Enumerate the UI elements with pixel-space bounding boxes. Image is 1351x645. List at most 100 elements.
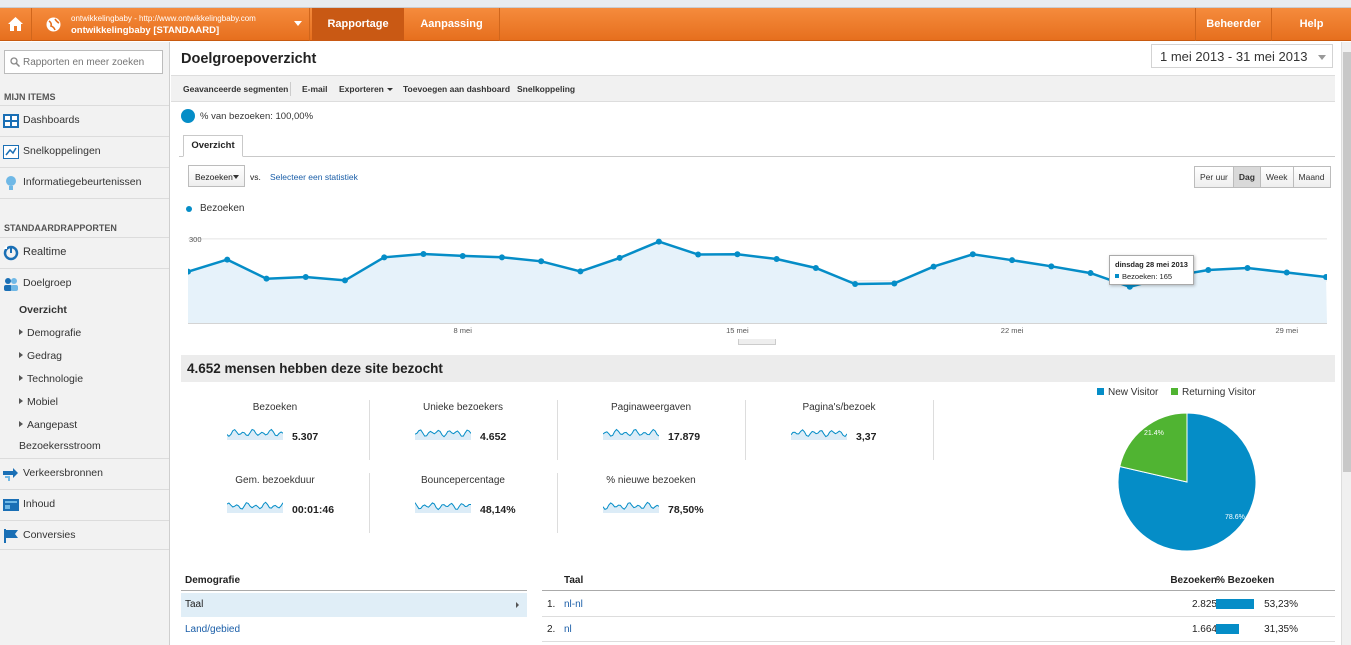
tooltip-date: dinsdag 28 mei 2013 bbox=[1115, 260, 1188, 269]
demografie-row-land[interactable]: Land/gebied bbox=[185, 624, 241, 635]
sidebar-item-dashboards[interactable]: Dashboards bbox=[0, 105, 169, 135]
col-taal[interactable]: Taal bbox=[564, 575, 584, 586]
sidebar-item-inhoud[interactable]: Inhoud bbox=[0, 489, 169, 519]
advanced-segments-button[interactable]: Geavanceerde segmenten bbox=[183, 84, 289, 94]
data-point[interactable] bbox=[1244, 265, 1251, 272]
row-language-link[interactable]: nl-nl bbox=[564, 599, 583, 610]
kpi-5[interactable]: Bouncepercentage 48,14% bbox=[369, 475, 557, 537]
home-button[interactable] bbox=[0, 8, 32, 41]
data-point[interactable] bbox=[655, 238, 662, 245]
kpi-value: 4.652 bbox=[480, 431, 507, 443]
beheerder-link[interactable]: Beheerder bbox=[1195, 8, 1271, 41]
data-point[interactable] bbox=[498, 254, 505, 261]
data-point[interactable] bbox=[302, 273, 309, 280]
data-point[interactable] bbox=[381, 254, 388, 261]
data-point[interactable] bbox=[538, 258, 545, 265]
traffic-arrows-icon bbox=[3, 468, 18, 481]
section-divider bbox=[0, 198, 169, 238]
add-to-dashboard-button[interactable]: Toevoegen aan dashboard bbox=[403, 84, 511, 94]
data-point[interactable] bbox=[1323, 273, 1327, 280]
sidebar-item-doelgroep[interactable]: Doelgroep bbox=[0, 268, 169, 458]
flag-icon bbox=[4, 529, 18, 543]
account-name: ontwikkelingbaby [STANDAARD] bbox=[71, 25, 220, 36]
sidebar-item-snelkoppelingen[interactable]: Snelkoppelingen bbox=[0, 136, 169, 166]
data-point[interactable] bbox=[1087, 270, 1094, 277]
data-point[interactable] bbox=[341, 277, 348, 284]
data-point[interactable] bbox=[420, 250, 427, 257]
data-point[interactable] bbox=[891, 280, 898, 287]
scrollbar-thumb[interactable] bbox=[1343, 52, 1351, 472]
data-point[interactable] bbox=[969, 251, 976, 258]
kpi-6[interactable]: % nieuwe bezoeken 78,50% bbox=[557, 475, 745, 537]
data-point[interactable] bbox=[773, 256, 780, 263]
chart-resize-handle[interactable] bbox=[738, 339, 776, 345]
sidebar-item-conversies[interactable]: Conversies bbox=[0, 520, 169, 550]
summary-text: 4.652 mensen hebben deze site bezocht bbox=[187, 361, 443, 376]
x-tick-label: 8 mei bbox=[454, 326, 473, 335]
help-link[interactable]: Help bbox=[1271, 8, 1351, 41]
tab-overzicht[interactable]: Overzicht bbox=[183, 135, 243, 157]
col-bezoeken[interactable]: Bezoeken bbox=[1170, 575, 1217, 586]
data-point[interactable] bbox=[1126, 283, 1133, 290]
demografie-row-taal[interactable]: Taal bbox=[181, 593, 527, 617]
data-point[interactable] bbox=[1009, 257, 1016, 264]
demografie-header: Demografie bbox=[181, 575, 527, 591]
data-point[interactable] bbox=[930, 263, 937, 270]
kpi-2[interactable]: Paginaweergaven 17.879 bbox=[557, 402, 745, 464]
data-point[interactable] bbox=[734, 251, 741, 258]
metric-select[interactable]: Bezoeken bbox=[188, 165, 245, 187]
period-per-uur[interactable]: Per uur bbox=[1195, 167, 1234, 187]
kpi-3[interactable]: Pagina's/bezoek 3,37 bbox=[745, 402, 933, 464]
pie-chart[interactable]: 78.6% 21.4% bbox=[1112, 407, 1262, 557]
sidebar-item-informatiegebeurtenissen[interactable]: Informatiegebeurtenissen bbox=[0, 167, 169, 197]
sidebar-item-verkeersbronnen[interactable]: Verkeersbronnen bbox=[0, 458, 169, 488]
chevron-down-icon bbox=[233, 175, 239, 179]
period-week[interactable]: Week bbox=[1260, 167, 1294, 187]
page-title: Doelgroepoverzicht bbox=[181, 51, 317, 67]
data-point[interactable] bbox=[188, 268, 191, 275]
tab-aanpassing[interactable]: Aanpassing bbox=[404, 8, 500, 41]
sidebar-item-realtime[interactable]: Realtime bbox=[0, 237, 169, 267]
kpi-1[interactable]: Unieke bezoekers 4.652 bbox=[369, 402, 557, 464]
scrollbar[interactable] bbox=[1341, 42, 1351, 645]
data-point[interactable] bbox=[459, 252, 466, 259]
sidebar-sub-demografie[interactable]: Demografie bbox=[19, 327, 81, 339]
data-point[interactable] bbox=[1283, 269, 1290, 276]
data-point[interactable] bbox=[224, 256, 231, 263]
row-language-link[interactable]: nl bbox=[564, 624, 572, 635]
shortcut-button[interactable]: Snelkoppeling bbox=[517, 84, 576, 94]
pie-slice-returning[interactable] bbox=[1119, 412, 1188, 483]
export-button[interactable]: Exporteren bbox=[339, 84, 393, 94]
kpi-4[interactable]: Gem. bezoekduur 00:01:46 bbox=[181, 475, 369, 537]
data-point[interactable] bbox=[616, 254, 623, 261]
sidebar-sub-technologie[interactable]: Technologie bbox=[19, 373, 83, 385]
data-point[interactable] bbox=[812, 265, 819, 272]
sidebar-sub-label: Technologie bbox=[27, 373, 84, 385]
data-point[interactable] bbox=[852, 281, 859, 288]
chevron-down-icon bbox=[294, 21, 302, 26]
tab-rapportage[interactable]: Rapportage bbox=[312, 8, 404, 41]
period-maand[interactable]: Maand bbox=[1293, 167, 1330, 187]
data-point[interactable] bbox=[263, 275, 270, 282]
data-point[interactable] bbox=[695, 251, 702, 258]
sidebar-item-label: Realtime bbox=[23, 246, 67, 258]
data-point[interactable] bbox=[1205, 266, 1212, 273]
caret-right-icon bbox=[19, 329, 23, 335]
data-point[interactable] bbox=[1048, 263, 1055, 270]
email-button[interactable]: E-mail bbox=[302, 84, 328, 94]
period-dag[interactable]: Dag bbox=[1233, 167, 1261, 187]
search-input[interactable] bbox=[23, 54, 159, 70]
date-range-picker[interactable]: 1 mei 2013 - 31 mei 2013 bbox=[1151, 44, 1333, 68]
sidebar-sub-gedrag[interactable]: Gedrag bbox=[19, 350, 62, 362]
data-point[interactable] bbox=[577, 268, 584, 275]
account-selector[interactable]: ontwikkelingbaby - http://www.ontwikkeli… bbox=[38, 8, 310, 41]
sidebar-sub-overzicht[interactable]: Overzicht bbox=[19, 304, 67, 316]
kpi-0[interactable]: Bezoeken 5.307 bbox=[181, 402, 369, 464]
sidebar-sub-mobiel[interactable]: Mobiel bbox=[19, 396, 58, 408]
tooltip-marker bbox=[1115, 274, 1119, 278]
sidebar-sub-bezoekersstroom[interactable]: Bezoekersstroom bbox=[19, 440, 101, 452]
sidebar-sub-label: Aangepast bbox=[27, 419, 78, 431]
select-statistic-link[interactable]: Selecteer een statistiek bbox=[270, 172, 358, 182]
sidebar-sub-aangepast[interactable]: Aangepast bbox=[19, 419, 77, 431]
col-pct-bezoeken[interactable]: % Bezoeken bbox=[1216, 575, 1275, 586]
